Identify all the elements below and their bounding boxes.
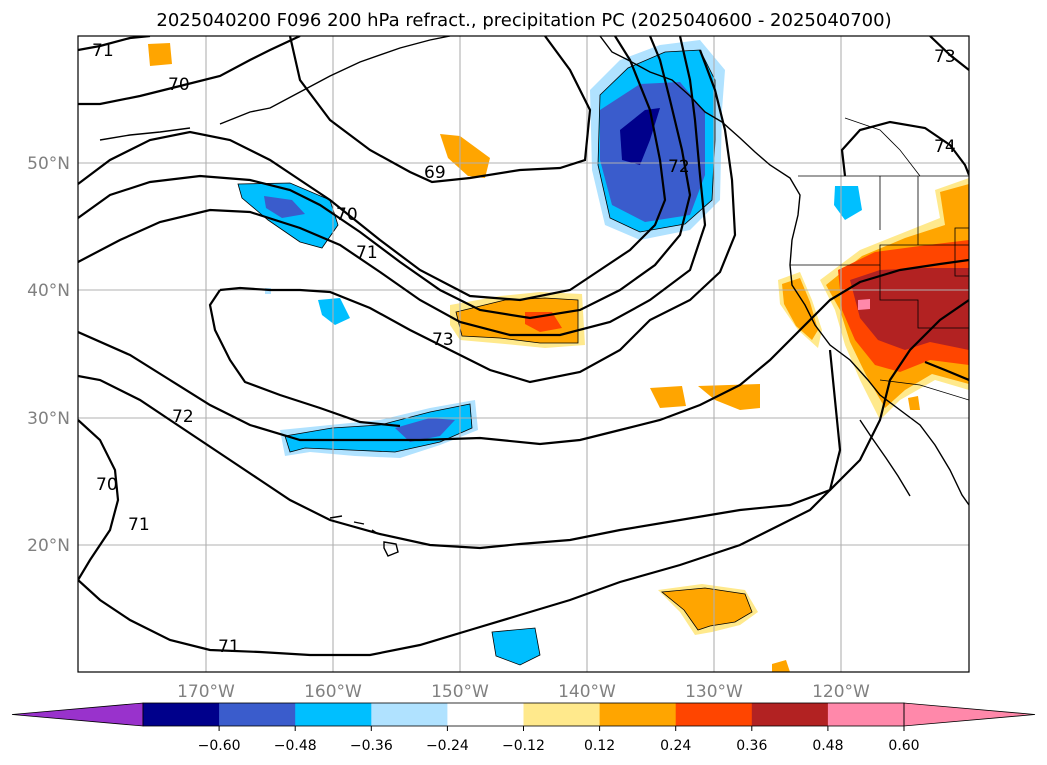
precip-pos-area <box>148 43 172 66</box>
contour-label: 71 <box>356 243 378 263</box>
lon-label: 160°W <box>304 682 362 702</box>
colorbar-tick-label: 0.24 <box>660 738 691 754</box>
precip-pos-area <box>662 588 752 630</box>
precip-neg-area-strong <box>264 196 305 218</box>
contour-label: 72 <box>172 407 194 427</box>
colorbar-tick-label: −0.48 <box>274 738 317 754</box>
colorbar-tick-label: −0.36 <box>350 738 393 754</box>
contour-label: 70 <box>336 205 358 225</box>
contour-label: 73 <box>432 330 454 350</box>
precip-pos-area <box>772 660 790 672</box>
colorbar-tick-label: −0.60 <box>198 738 241 754</box>
lat-label: 50°N <box>27 154 70 174</box>
colorbar-tick-label: 0.60 <box>888 738 919 754</box>
lon-label: 130°W <box>685 682 743 702</box>
precip-pos-area <box>456 298 578 343</box>
colorbar-tick-label: 0.12 <box>584 738 615 754</box>
colorbar-tick-label: −0.24 <box>426 738 469 754</box>
figure-title: 2025040200 F096 200 hPa refract., precip… <box>156 10 891 31</box>
precip-pos-area-peak <box>858 299 870 310</box>
colorbar-under-arrow <box>11 702 144 727</box>
colorbar-bin <box>675 703 753 726</box>
precip-pos-area <box>782 278 818 340</box>
precip-neg-area <box>318 298 350 325</box>
contour-label: 71 <box>128 515 150 535</box>
precip-pos-area <box>440 134 490 178</box>
latitude-labels: 50°N 40°N 30°N 20°N <box>27 154 70 556</box>
contour-label: 71 <box>218 637 240 657</box>
colorbar-bin <box>523 703 601 726</box>
map-panel: 71 70 69 70 71 72 73 74 73 72 70 71 71 <box>78 36 969 672</box>
colorbar-bin <box>295 703 372 726</box>
precip-neg-area-strong <box>600 82 705 222</box>
contour-labels: 71 70 69 70 71 72 73 74 73 72 70 71 71 <box>92 41 956 657</box>
coastlines <box>99 36 969 557</box>
lon-label: 120°W <box>812 682 870 702</box>
colorbar-tick-label: 0.48 <box>812 738 843 754</box>
precip-neg-area-max <box>620 108 660 165</box>
contour-label: 70 <box>168 75 190 95</box>
longitude-labels: 170°W 160°W 150°W 140°W 130°W 120°W <box>177 682 870 702</box>
contour-label: 69 <box>424 163 446 183</box>
refractivity-contours <box>78 36 969 657</box>
map-frame <box>77 35 970 673</box>
colorbar-tick-label: 0.36 <box>736 738 767 754</box>
colorbar-bin <box>827 703 905 726</box>
colorbar-bin <box>371 703 448 726</box>
colorbar-bin <box>143 703 220 726</box>
contour-label: 70 <box>96 475 118 495</box>
lat-label: 40°N <box>27 281 70 301</box>
lat-label: 30°N <box>27 409 70 429</box>
colorbar-bin <box>599 703 677 726</box>
gridlines <box>78 36 969 672</box>
colorbar-bin <box>219 703 296 726</box>
precip-neg-area-strong <box>395 418 455 442</box>
precip-pos-area <box>650 386 686 408</box>
lon-label: 150°W <box>431 682 489 702</box>
precip-pos-area <box>908 396 920 410</box>
colorbar-tick-label: −0.12 <box>502 738 545 754</box>
contour-label: 74 <box>934 137 956 157</box>
contour-label: 72 <box>668 157 690 177</box>
colorbar-bin <box>447 703 524 726</box>
lon-label: 170°W <box>177 682 235 702</box>
colorbar: −0.60 −0.48 −0.36 −0.24 −0.12 0.12 0.24 0.36 0.4… <box>11 702 1036 754</box>
lat-label: 20°N <box>27 536 70 556</box>
contour-label: 73 <box>934 47 956 67</box>
colorbar-bin <box>751 703 829 726</box>
precip-neg-area <box>492 628 540 665</box>
lon-label: 140°W <box>558 682 616 702</box>
colorbar-over-arrow <box>903 702 1036 727</box>
contour-label: 71 <box>92 41 114 61</box>
